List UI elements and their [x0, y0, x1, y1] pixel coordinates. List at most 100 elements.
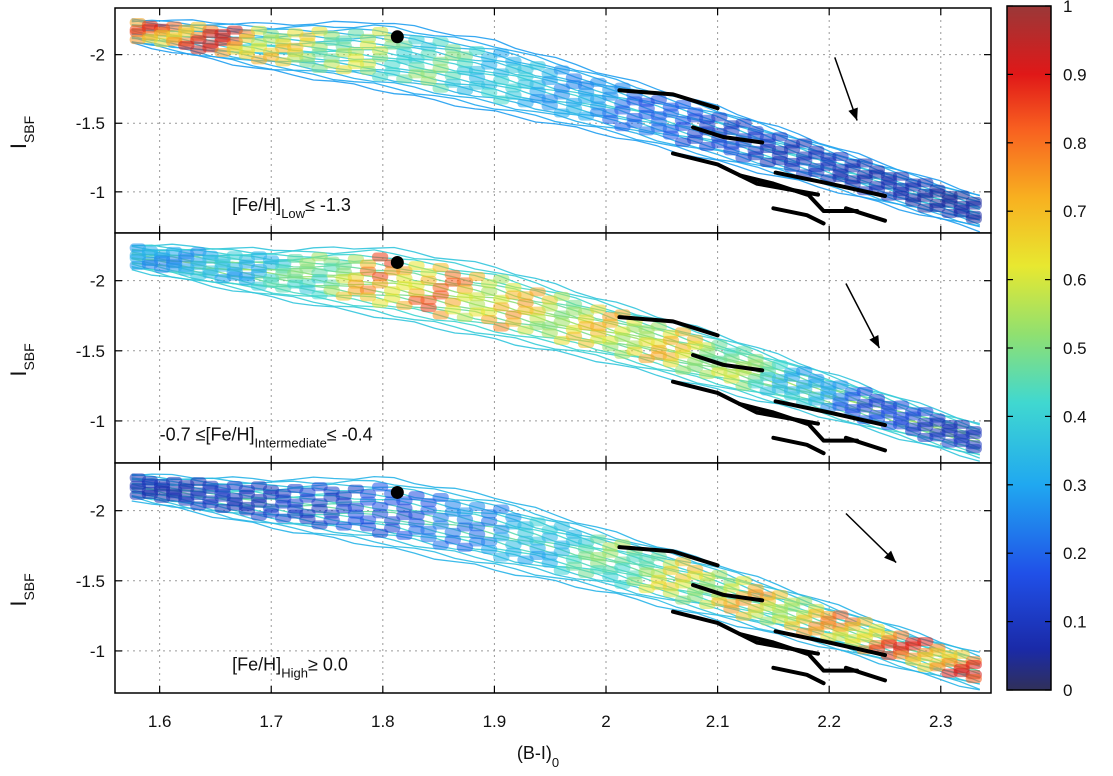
- contour-cell: [590, 304, 607, 314]
- contour-cell: [214, 492, 231, 502]
- contour-cell: [371, 502, 389, 512]
- y-tick-label: -1: [90, 412, 105, 431]
- contour-cell: [553, 540, 570, 550]
- contour-cell: [444, 51, 461, 61]
- contour-cell: [529, 306, 546, 316]
- contour-cell: [408, 510, 425, 520]
- contour-cell: [541, 101, 558, 111]
- contour-cell: [311, 482, 328, 492]
- contour-line: [131, 268, 980, 462]
- contour-cell: [347, 29, 365, 39]
- panel-1: [Fe/H]Low≤ -1.3 -2 -1.5 -1 ISBF: [6, 7, 992, 234]
- contour-cell: [262, 508, 280, 518]
- contour-cell: [808, 626, 825, 636]
- contour-cell: [359, 522, 377, 532]
- contour-cell: [129, 35, 146, 45]
- y-tick-label: -2: [90, 46, 105, 65]
- contour-cell: [384, 67, 401, 77]
- contour-cell: [335, 521, 352, 531]
- contour-cell: [674, 557, 692, 567]
- contour-cell: [662, 130, 680, 140]
- contour-cell: [505, 90, 522, 100]
- contour-cell: [626, 119, 643, 129]
- contour-cell: [190, 35, 207, 45]
- contour-cell: [529, 93, 546, 103]
- contour-cell: [856, 386, 873, 396]
- contour-cell: [287, 483, 304, 493]
- contour-cell: [723, 146, 740, 156]
- contour-cell: [456, 58, 474, 68]
- contour-cell: [311, 64, 328, 74]
- contour-cell: [335, 65, 352, 75]
- colorbar-ticks: 0 0.1 0.2 0.3 0.4 0.5 0.6 0.7 0.8 0.9 1: [1007, 0, 1087, 700]
- contour-cell: [190, 491, 207, 501]
- contour-cell: [493, 524, 510, 534]
- contour-cell: [468, 272, 486, 282]
- contour-cell: [178, 253, 195, 263]
- contour-cell: [359, 266, 377, 276]
- contour-cell: [565, 104, 583, 114]
- contour-cell: [250, 42, 268, 52]
- contour-cell: [493, 322, 510, 332]
- contour-cell: [929, 662, 946, 672]
- model-track-line: [773, 629, 887, 658]
- contour-cell: [468, 307, 486, 317]
- contour-cell: [444, 270, 461, 280]
- contour-cell: [905, 197, 922, 207]
- contour-cell: [238, 259, 255, 269]
- contour-cell: [856, 403, 873, 413]
- contour-cell: [493, 68, 510, 78]
- contour-cell: [953, 419, 970, 429]
- contour-cell: [553, 335, 570, 345]
- contour-cell: [529, 550, 546, 560]
- contour-cell: [359, 40, 377, 50]
- contour-cell: [541, 525, 558, 535]
- contour-cell: [432, 56, 449, 66]
- x-tick-label: 1.6: [148, 712, 172, 731]
- reference-point: [390, 485, 404, 499]
- contour-cell: [783, 162, 801, 172]
- contour-cell: [577, 321, 595, 331]
- contour-cell: [238, 489, 255, 499]
- contour-cell: [529, 313, 546, 323]
- contour-cell: [408, 62, 425, 72]
- contour-cell: [517, 298, 534, 308]
- contour-cell: [456, 51, 474, 61]
- contour-cell: [456, 542, 474, 552]
- contour-cell: [577, 551, 595, 561]
- contour-cell: [614, 332, 631, 342]
- contour-cell: [929, 202, 946, 212]
- contour-cell: [299, 493, 316, 503]
- contour-cell: [323, 285, 340, 295]
- contour-cell: [408, 295, 425, 305]
- colorbar-tick-label: 0.3: [1063, 476, 1087, 495]
- contour-cell: [917, 422, 934, 432]
- contour-cell: [420, 42, 437, 52]
- metallicity-label-sub: High: [281, 666, 308, 681]
- contour-cell: [493, 48, 510, 58]
- contour-cell: [384, 286, 401, 296]
- contour-cell: [711, 569, 728, 579]
- contour-cell: [129, 260, 146, 270]
- contour-cell: [432, 520, 449, 530]
- contour-cell: [250, 498, 268, 508]
- contour-cell: [529, 517, 546, 527]
- contour-cell: [553, 547, 570, 557]
- contour-cell: [371, 279, 389, 289]
- x-tick-label: 1.8: [371, 712, 395, 731]
- model-track-line: [771, 665, 826, 686]
- contour-cell: [396, 511, 413, 521]
- colorbar-tick-label: 0: [1063, 681, 1072, 700]
- contour-cell: [674, 579, 692, 589]
- contour-cell: [226, 251, 243, 261]
- contour-cell: [541, 551, 558, 561]
- contour-cell: [359, 285, 377, 295]
- contour-cell: [347, 279, 365, 289]
- contour-cell: [202, 499, 219, 509]
- contour-cell: [250, 481, 268, 491]
- contour-cell: [674, 121, 692, 131]
- contour-cell: [178, 28, 195, 38]
- contour-cell: [917, 203, 934, 213]
